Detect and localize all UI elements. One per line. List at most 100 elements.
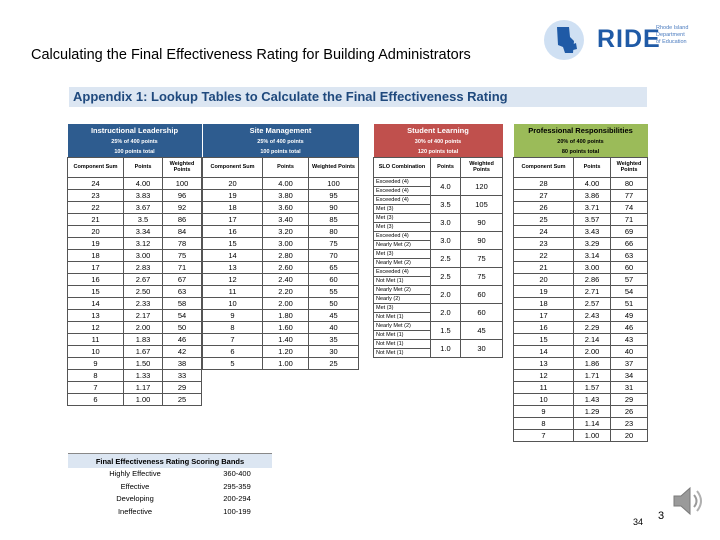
points-cell: 2.5 — [430, 266, 461, 286]
table-row: 9 1.80 45 — [202, 308, 359, 322]
column-header: Weighted Points — [459, 156, 504, 178]
table-cell: 19 — [67, 236, 124, 250]
table-cell: 9 — [513, 404, 574, 418]
points-cell: 3.5 — [430, 194, 461, 214]
table-cell: 2.00 — [123, 320, 163, 334]
band-range: 100-199 — [223, 506, 251, 516]
points-cell: 2.0 — [430, 302, 461, 322]
slo-cell: Not Met (1) — [373, 275, 431, 286]
slo-cell: Exceeded (4) — [373, 176, 431, 187]
slo-cell: Nearly Met (2) — [373, 239, 431, 250]
table-cell: 3.5 — [123, 212, 163, 226]
table-cell: 3.86 — [573, 188, 611, 202]
rhode-island-map-icon — [544, 20, 584, 60]
table-cell: 7 — [513, 428, 574, 442]
table-row: 9 1.29 26 — [513, 404, 648, 418]
table-cell: 2.14 — [573, 332, 611, 346]
table-cell: 14 — [202, 248, 263, 262]
slo-cell: Not Met (1) — [373, 347, 431, 358]
table-cell: 1.00 — [123, 392, 163, 406]
table-cell: 19 — [513, 284, 574, 298]
table-cell: 43 — [610, 332, 648, 346]
table-subtitle: 30% of 400 points — [373, 137, 503, 147]
table-cell: 25 — [513, 212, 574, 226]
table-cell: 60 — [610, 260, 648, 274]
table-cell: 20 — [67, 224, 124, 238]
table-cell: 2.40 — [262, 272, 309, 286]
table-row: 6 1.20 30 — [202, 344, 359, 358]
slo-cell: Met (3) — [373, 302, 431, 313]
speaker-icon[interactable] — [668, 481, 708, 521]
table-cell: 34 — [610, 368, 648, 382]
table-cell: 1.29 — [573, 404, 611, 418]
column-header: Component Sum — [202, 156, 263, 178]
table-cell: 8 — [67, 368, 124, 382]
band-label: Ineffective — [117, 506, 153, 516]
table-cell: 57 — [610, 272, 648, 286]
table-cell: 17 — [202, 212, 263, 226]
table-cell: 8 — [513, 416, 574, 430]
table-cell: 12 — [202, 272, 263, 286]
table-row: Met (3) 2.5 75 — [373, 248, 504, 268]
table-cell: 18 — [202, 200, 263, 214]
table-cell: 65 — [308, 260, 359, 274]
slo-cell: Nearly Met (2) — [373, 257, 431, 268]
table-cell: 63 — [610, 248, 648, 262]
table-cell: 92 — [161, 200, 203, 214]
table-row: Nearly Met (2) 1.5 45 — [373, 320, 504, 340]
table-cell: 19 — [202, 188, 263, 202]
points-cell: 4.0 — [430, 176, 461, 196]
table-cell: 7 — [67, 380, 124, 394]
table-title: Professional Responsibilities — [513, 124, 648, 137]
table-cell: 3.00 — [573, 260, 611, 274]
table-subtitle: 25% of 400 points — [202, 137, 359, 147]
table-cell: 16 — [67, 272, 124, 286]
table-cell: 74 — [610, 200, 648, 214]
table-cell: 23 — [610, 416, 648, 430]
band-row: Highly Effective 360-400 — [68, 468, 272, 481]
table-cell: 1.00 — [573, 428, 611, 442]
table-row: Exceeded (4) 3.5 105 — [373, 194, 504, 214]
table-cell: 5 — [202, 356, 263, 370]
table-row: 8 1.14 23 — [513, 416, 648, 430]
slo-cell: Not Met (1) — [373, 311, 431, 322]
table-row: 10 2.00 50 — [202, 296, 359, 310]
table-cell: 2.60 — [262, 260, 309, 274]
table-cell: 21 — [67, 212, 124, 226]
table-cell: 22 — [513, 248, 574, 262]
table-row: 21 3.00 60 — [513, 260, 648, 274]
table-cell: 95 — [308, 188, 359, 202]
table-row: 21 3.5 86 — [67, 212, 203, 226]
table-cell: 84 — [161, 224, 203, 238]
table-row: 16 3.20 80 — [202, 224, 359, 238]
table-cell: 3.00 — [123, 248, 163, 262]
table-cell: 3.60 — [262, 200, 309, 214]
table-cell: 13 — [513, 356, 574, 370]
table-row: Exceeded (4) 2.5 75 — [373, 266, 504, 286]
slo-cell: Exceeded (4) — [373, 230, 431, 241]
column-header: Points — [573, 156, 611, 178]
table-cell: 2.29 — [573, 320, 611, 334]
table-cell: 2.80 — [262, 248, 309, 262]
table-row: 17 3.40 85 — [202, 212, 359, 226]
table-row: 22 3.14 63 — [513, 248, 648, 262]
scoring-bands-title: Final Effectiveness Rating Scoring Bands — [68, 453, 272, 468]
table-cell: 3.34 — [123, 224, 163, 238]
table-cell: 2.71 — [573, 284, 611, 298]
table-cell: 1.20 — [262, 344, 309, 358]
table-cell: 1.80 — [262, 308, 309, 322]
slo-cell: Exceeded (4) — [373, 185, 431, 196]
table-cell: 14 — [513, 344, 574, 358]
table-row: 10 1.67 42 — [67, 344, 203, 358]
table-cell: 50 — [308, 296, 359, 310]
table-row: 18 3.00 75 — [67, 248, 203, 262]
slo-cell: Met (3) — [373, 221, 431, 232]
table-cell: 25 — [308, 356, 359, 370]
slo-cell: Nearly (2) — [373, 293, 431, 304]
table-cell: 67 — [161, 272, 203, 286]
table-cell: 17 — [513, 308, 574, 322]
table-row: 15 2.50 63 — [67, 284, 203, 298]
table-subtitle: 80 points total — [513, 147, 648, 157]
band-label: Developing — [116, 494, 154, 503]
table-cell: 71 — [610, 212, 648, 226]
